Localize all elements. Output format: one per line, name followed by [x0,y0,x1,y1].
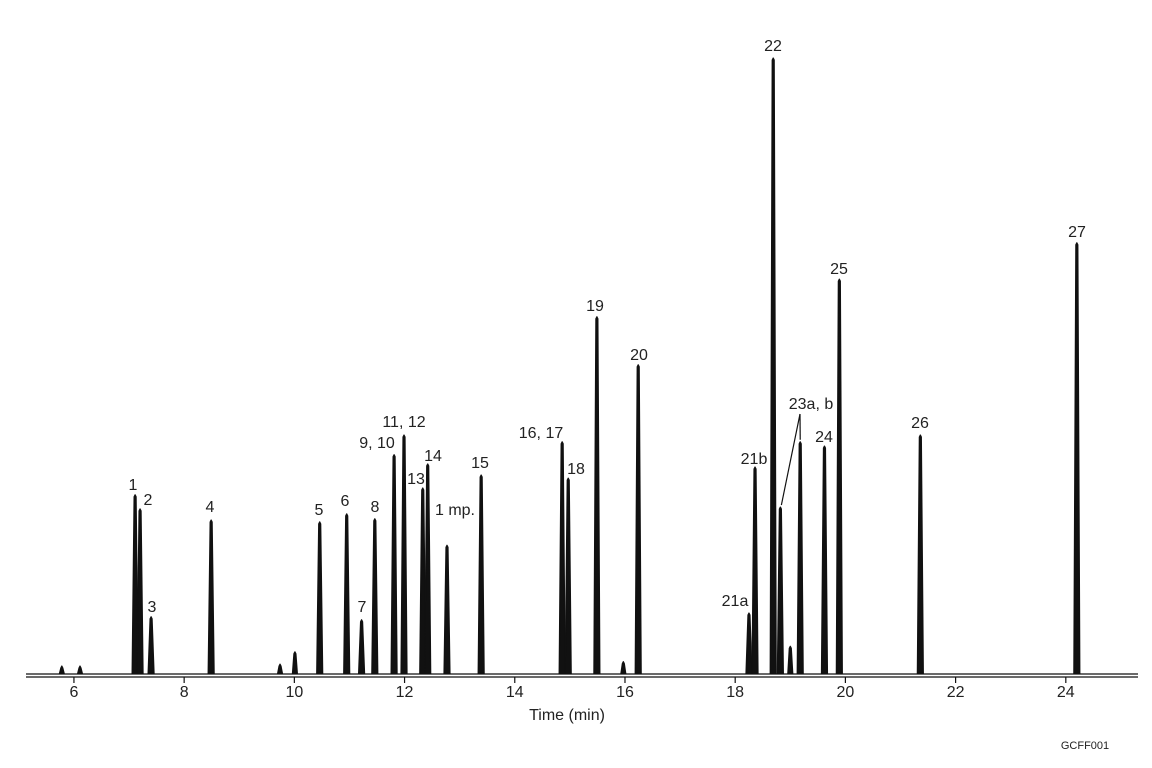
x-tick-label: 8 [180,684,189,701]
peak [131,494,139,675]
peak [390,454,398,675]
x-tick-label: 24 [1057,684,1075,701]
peak [371,518,379,675]
peak-label: 25 [830,261,848,278]
peak-label: 6 [341,493,350,510]
peak-label: 27 [1068,224,1086,241]
peak [291,651,299,675]
peak-label: 9, 10 [359,435,395,452]
peak [76,665,84,675]
peak-label: 7 [358,599,367,616]
peak [419,487,427,675]
peak-label: 5 [315,502,324,519]
peak [343,513,351,675]
peak-label: 19 [586,298,604,315]
peak [787,645,794,675]
x-tick-label: 18 [726,684,744,701]
peak-label: 8 [371,499,380,516]
peak-label: 14 [424,448,442,465]
peak [1073,242,1081,675]
peak [147,616,155,675]
peak-label: 1 [129,477,138,494]
peak [745,612,753,675]
peak-label: 18 [567,461,585,478]
peak [820,445,829,675]
x-tick-label: 16 [616,684,634,701]
peak [316,521,324,675]
figure-code: GCFF001 [1061,740,1109,752]
x-axis-label: Time (min) [529,707,605,724]
peak [424,463,432,675]
peak [564,477,572,675]
peak [769,57,777,675]
x-tick-label: 12 [396,684,414,701]
peak [776,506,784,675]
x-tick-label: 10 [285,684,303,701]
peak-label: 22 [764,38,782,55]
peak [558,441,566,675]
peak-label: 24 [815,429,833,446]
leader-line [780,413,801,506]
peak-label: 2 [144,492,153,509]
x-tick-label: 14 [506,684,524,701]
peak [477,474,485,675]
peak-label: 23a, b [789,396,834,413]
peak-label: 16, 17 [519,425,564,442]
peak-label: 11, 12 [382,414,425,431]
peak [620,661,627,675]
peak [207,519,215,675]
peak [276,663,284,675]
peak-label: 26 [911,415,929,432]
peak-label: 13 [407,471,425,488]
x-tick-label: 6 [69,684,78,701]
peak-label: 4 [206,499,215,516]
peak-label: 3 [148,599,157,616]
peak-label: 20 [630,347,648,364]
peak [634,364,642,675]
peak [751,466,759,675]
peak [593,316,601,675]
peak-label: 21b [741,451,768,468]
peak-label: 1 mp. [435,502,475,519]
peak [835,278,843,675]
peak [136,508,144,675]
peak [916,434,924,675]
x-tick-label: 22 [947,684,965,701]
x-tick-label: 20 [836,684,854,701]
peak [58,665,65,675]
peak [796,441,804,675]
peak [443,544,451,675]
peak [357,619,366,675]
peak-label: 21a [722,593,749,610]
peak [400,434,408,675]
peak-label: 15 [471,455,489,472]
